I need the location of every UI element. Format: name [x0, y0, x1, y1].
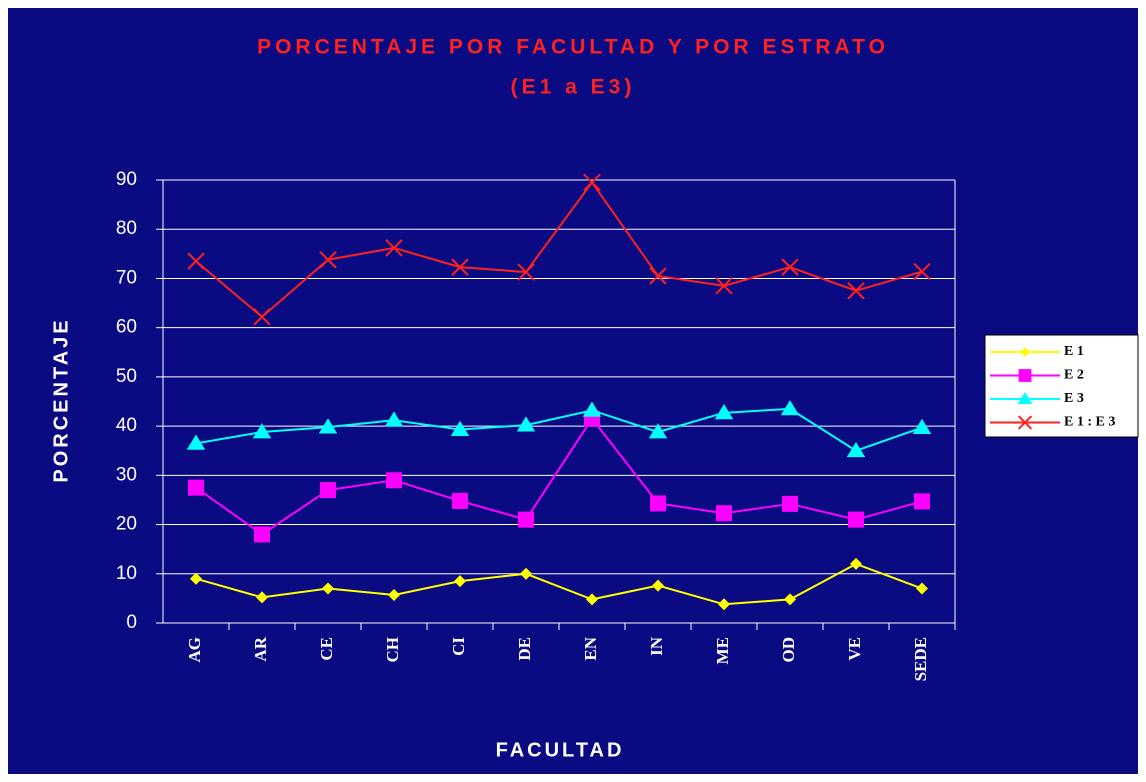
marker — [253, 308, 271, 326]
x-tick-label: CH — [383, 637, 402, 663]
y-tick-label: 50 — [116, 366, 137, 387]
x-tick-label: SEDE — [911, 637, 930, 681]
series-line — [195, 417, 923, 536]
marker — [582, 401, 602, 417]
series-line — [195, 180, 923, 319]
marker — [648, 423, 668, 439]
x-tick-label: AR — [251, 636, 270, 661]
y-tick-label: 80 — [116, 218, 137, 239]
legend-label: E 2 — [1064, 368, 1084, 383]
marker — [452, 492, 468, 509]
marker — [318, 418, 338, 434]
marker — [254, 526, 270, 543]
marker — [190, 572, 202, 585]
background — [8, 8, 1138, 774]
marker — [715, 277, 733, 295]
marker — [650, 495, 666, 512]
x-tick-label: IN — [647, 636, 666, 656]
marker — [1020, 347, 1030, 357]
marker — [256, 591, 268, 604]
chart-title: PORCENTAJE POR FACULTAD Y POR ESTRATO — [257, 36, 889, 59]
y-axis-label: PORCENTAJE — [50, 317, 72, 482]
y-tick-label: 20 — [116, 514, 137, 535]
marker — [518, 511, 534, 528]
marker — [718, 598, 730, 611]
chart-subtitle: (E1 a E3) — [511, 76, 636, 99]
marker — [846, 441, 866, 458]
marker — [714, 404, 734, 420]
y-tick-label: 0 — [126, 612, 137, 633]
y-tick-label: 10 — [116, 563, 137, 584]
x-tick-label: CE — [317, 637, 336, 661]
marker — [1017, 415, 1033, 430]
marker — [451, 258, 469, 276]
y-tick-label: 70 — [116, 267, 137, 288]
marker — [1017, 391, 1033, 405]
x-tick-label: AG — [185, 637, 204, 663]
marker — [848, 511, 864, 528]
marker — [847, 282, 865, 300]
marker — [914, 493, 930, 510]
legend-label: E 3 — [1064, 391, 1084, 406]
y-tick-label: 90 — [116, 169, 137, 190]
marker — [652, 579, 664, 592]
x-tick-label: DE — [515, 637, 534, 661]
x-axis-label: FACULTAD — [496, 739, 625, 761]
marker — [320, 482, 336, 499]
marker — [450, 420, 470, 436]
marker — [385, 239, 403, 257]
y-tick-label: 60 — [116, 317, 137, 338]
marker — [716, 505, 732, 522]
marker — [649, 267, 667, 285]
x-tick-label: ME — [713, 637, 732, 664]
x-tick-label: VE — [845, 637, 864, 661]
marker — [913, 262, 931, 281]
marker — [186, 434, 206, 450]
marker — [912, 418, 932, 434]
marker — [850, 557, 862, 570]
marker — [780, 400, 800, 416]
marker — [586, 593, 598, 606]
marker — [520, 567, 532, 580]
marker — [319, 251, 337, 269]
series-line — [195, 562, 923, 606]
y-tick-label: 40 — [116, 415, 137, 436]
x-tick-label: OD — [779, 637, 798, 663]
marker — [516, 416, 536, 432]
marker — [583, 173, 601, 192]
marker — [1018, 369, 1032, 382]
marker — [322, 582, 334, 595]
marker — [784, 593, 796, 606]
marker — [454, 575, 466, 588]
marker — [782, 495, 798, 512]
marker — [781, 258, 799, 276]
marker — [252, 423, 272, 439]
marker — [384, 411, 404, 427]
legend-label: E 1 : E 3 — [1064, 415, 1115, 430]
y-tick-label: 30 — [116, 464, 137, 485]
x-tick-label: CI — [449, 637, 468, 656]
legend-label: E 1 — [1064, 344, 1084, 359]
series-line — [195, 407, 923, 452]
marker — [388, 588, 400, 601]
marker — [517, 263, 535, 281]
marker — [386, 472, 402, 489]
marker — [188, 479, 204, 496]
x-tick-label: EN — [581, 636, 600, 660]
marker — [187, 252, 205, 270]
marker — [916, 582, 928, 595]
